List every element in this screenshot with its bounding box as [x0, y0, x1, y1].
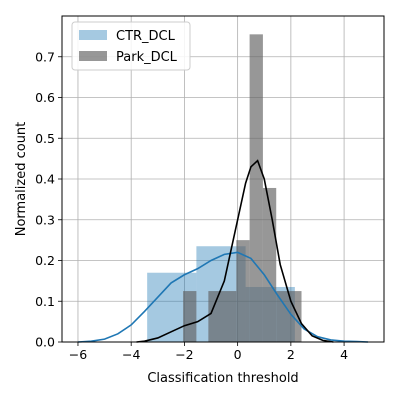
bar-series-1-bin-4: [262, 187, 277, 342]
x-axis-label: Classification threshold: [147, 371, 298, 386]
legend: CTR_DCL Park_DCL: [71, 21, 191, 71]
bar-series-1-bin-0: [183, 291, 197, 342]
legend-swatch-park-dcl: [79, 51, 107, 61]
axis-ticks: −6 −4 −2 0 2 4 0.0 0.1 0.2 0.3 0.4 0.5 0.6 0.7: [35, 49, 348, 362]
kde-curves: [77, 159, 369, 343]
bar-series-1-bin-3: [249, 34, 263, 343]
y-tick-label-3: 0.3: [35, 212, 55, 227]
x-tick-label-4: 2: [287, 347, 295, 362]
legend-swatch-ctr-dcl: [79, 30, 107, 40]
x-tick-label-0: −6: [69, 347, 87, 362]
kde-line-series-1: [136, 159, 334, 343]
x-tick-label-1: −4: [122, 347, 140, 362]
grid: [62, 16, 384, 343]
kde-line-series-0: [77, 251, 369, 343]
legend-label-ctr-dcl: CTR_DCL: [116, 29, 176, 44]
legend-label-park-dcl: Park_DCL: [116, 50, 178, 65]
y-tick-label-5: 0.5: [35, 131, 55, 146]
y-tick-label-4: 0.4: [35, 172, 55, 187]
x-tick-label-5: 4: [340, 347, 348, 362]
x-tick-label-2: −2: [175, 347, 193, 362]
bar-series-1-bin-2: [236, 240, 250, 342]
histogram-bars: [147, 34, 302, 343]
y-tick-label-0: 0.0: [35, 335, 55, 350]
y-tick-label-6: 0.6: [35, 90, 55, 105]
x-tick-label-3: 0: [234, 347, 242, 362]
bar-series-1-bin-1: [208, 291, 237, 342]
y-tick-label-2: 0.2: [35, 253, 55, 268]
y-tick-label-1: 0.1: [35, 294, 55, 309]
y-tick-label-7: 0.7: [35, 49, 55, 64]
y-axis-label: Normalized count: [14, 122, 29, 237]
